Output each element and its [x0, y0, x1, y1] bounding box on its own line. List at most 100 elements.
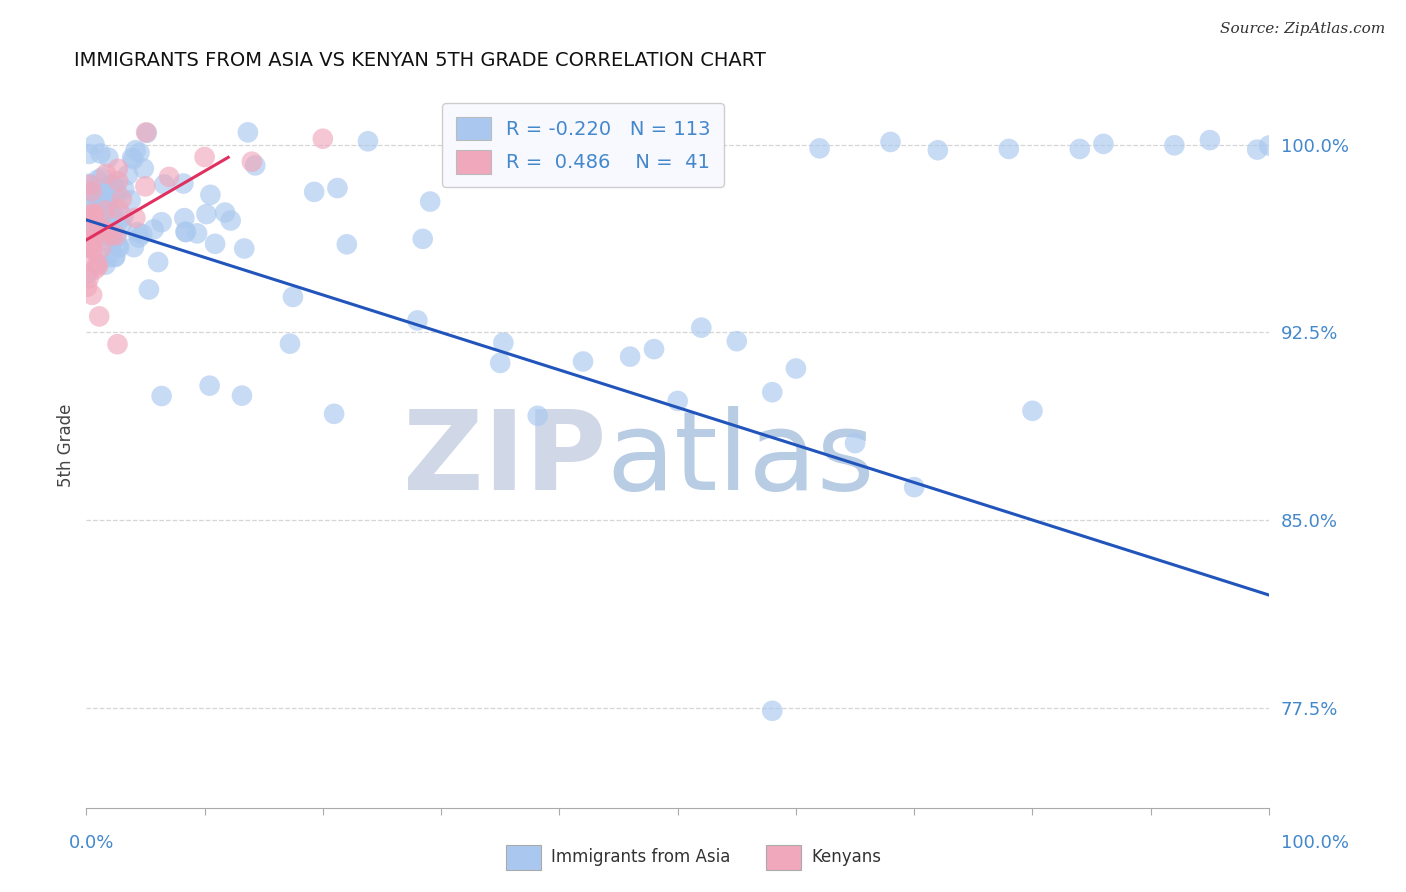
Point — [90, 241, 112, 255]
Point — [998, 142, 1021, 156]
Point — [105, 230, 128, 244]
Point — [101, 179, 124, 194]
Point — [150, 215, 173, 229]
Point — [80, 235, 103, 249]
Point — [1021, 404, 1043, 418]
Point — [87, 226, 110, 240]
Point — [200, 187, 222, 202]
Point — [619, 350, 641, 364]
Point — [94, 203, 117, 218]
Point — [725, 334, 748, 348]
Point — [233, 242, 256, 256]
Point — [77, 147, 100, 161]
Point — [104, 250, 127, 264]
Point — [107, 202, 129, 216]
Point — [84, 181, 107, 195]
Point — [77, 233, 100, 247]
Point — [80, 208, 103, 222]
Point — [89, 220, 111, 235]
Point — [101, 208, 124, 222]
Point — [108, 241, 131, 255]
Point — [110, 219, 132, 234]
Point — [186, 227, 208, 241]
Point — [93, 189, 115, 203]
Point — [107, 239, 129, 253]
Point — [173, 211, 195, 226]
Text: 0.0%: 0.0% — [69, 834, 114, 852]
Point — [132, 161, 155, 176]
Point — [120, 193, 142, 207]
Point — [526, 409, 548, 423]
Point — [927, 143, 949, 157]
Point — [643, 342, 665, 356]
Point — [690, 320, 713, 334]
Point — [76, 234, 98, 248]
Point — [89, 214, 111, 228]
Point — [134, 179, 156, 194]
Point — [84, 189, 107, 203]
Point — [302, 185, 325, 199]
Point — [174, 225, 197, 239]
Point — [79, 240, 101, 254]
Point — [240, 154, 263, 169]
Point — [82, 206, 104, 220]
Text: atlas: atlas — [607, 406, 875, 513]
Point — [89, 146, 111, 161]
Point — [785, 361, 807, 376]
Point — [903, 480, 925, 494]
Point — [82, 242, 104, 256]
Point — [101, 194, 124, 209]
Point — [122, 152, 145, 166]
Point — [312, 132, 335, 146]
Point — [808, 141, 831, 155]
Point — [172, 177, 194, 191]
Point — [323, 407, 346, 421]
Point — [77, 177, 100, 191]
Point — [80, 211, 103, 226]
Point — [128, 230, 150, 244]
Point — [219, 213, 242, 227]
Point — [90, 198, 112, 212]
Point — [98, 208, 121, 222]
Point — [79, 200, 101, 214]
Point — [79, 178, 101, 192]
Point — [107, 337, 129, 351]
Point — [82, 223, 104, 237]
Point — [107, 174, 129, 188]
Point — [112, 182, 135, 196]
Point — [86, 186, 108, 201]
Point — [79, 215, 101, 229]
Point — [89, 310, 111, 324]
Point — [80, 242, 103, 256]
Point — [76, 236, 98, 251]
Point — [157, 169, 180, 184]
Point — [1246, 143, 1268, 157]
Point — [1258, 138, 1281, 153]
Point — [121, 151, 143, 165]
Point — [87, 260, 110, 274]
Point — [84, 262, 107, 277]
Point — [412, 232, 434, 246]
Point — [193, 150, 215, 164]
Point — [104, 250, 127, 264]
Point — [122, 240, 145, 254]
Point — [138, 283, 160, 297]
Point — [666, 393, 689, 408]
Point — [76, 251, 98, 265]
Point — [105, 185, 128, 199]
Point — [135, 126, 157, 140]
Point — [76, 223, 98, 237]
Point — [879, 135, 901, 149]
Point — [127, 225, 149, 239]
Point — [96, 167, 118, 181]
Point — [90, 221, 112, 235]
Point — [572, 354, 595, 368]
Point — [1092, 136, 1115, 151]
Point — [357, 134, 380, 148]
Point — [231, 389, 253, 403]
Point — [492, 335, 515, 350]
Point — [406, 313, 429, 327]
Point — [336, 237, 359, 252]
Point — [97, 251, 120, 265]
Point — [86, 257, 108, 271]
